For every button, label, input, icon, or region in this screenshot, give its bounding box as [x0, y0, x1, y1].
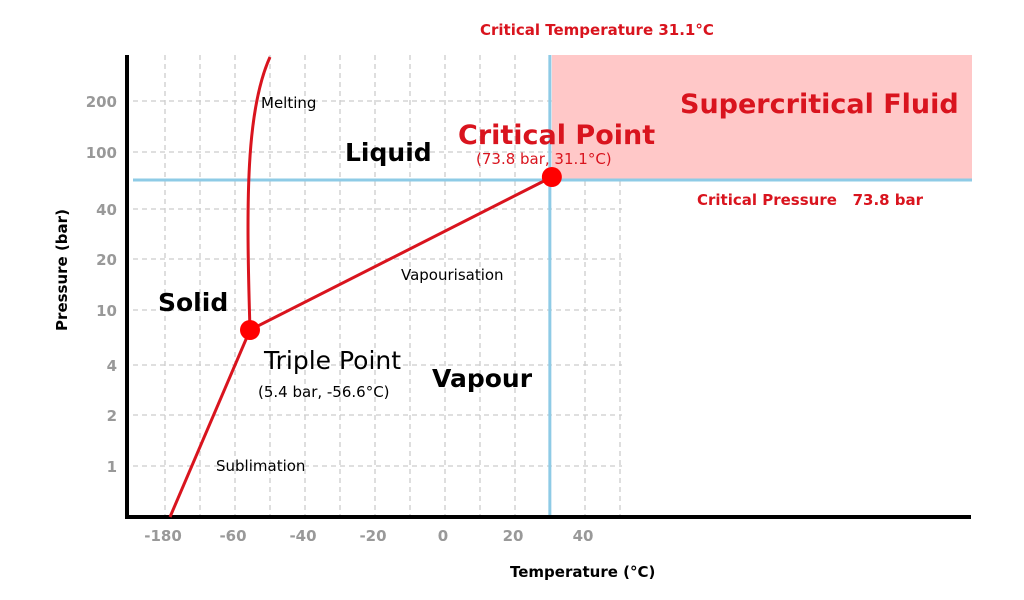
liquid-label: Liquid	[345, 138, 432, 167]
melting-curve	[246, 56, 272, 331]
sublimation-label: Sublimation	[216, 457, 305, 475]
melting-label: Melting	[261, 94, 316, 112]
x-tick-label: 20	[503, 527, 524, 545]
triple-point-marker	[240, 320, 260, 340]
grid	[133, 55, 622, 515]
triple-point-coords: (5.4 bar, -56.6°C)	[258, 383, 390, 401]
x-tick-label: 40	[573, 527, 594, 545]
x-tick-label: -20	[359, 527, 386, 545]
y-tick-label: 100	[86, 144, 117, 162]
y-axis-label: Pressure (bar)	[53, 209, 71, 331]
triple-point-label: Triple Point	[263, 346, 401, 375]
phase-curves	[168, 56, 562, 518]
critical-pressure-label: Critical Pressure 73.8 bar	[697, 191, 924, 209]
y-tick-label: 10	[96, 302, 117, 320]
supercritical-label: Supercritical Fluid	[680, 89, 959, 120]
x-tick-label: 0	[438, 527, 448, 545]
sublimation-curve	[168, 329, 252, 518]
y-tick-label: 20	[96, 251, 117, 269]
critical-temperature-label: Critical Temperature 31.1°C	[480, 21, 714, 39]
critical-point-coords: (73.8 bar, 31.1°C)	[476, 150, 612, 168]
y-tick-label: 1	[107, 458, 117, 476]
vapour-label: Vapour	[432, 364, 533, 393]
x-axis-label: Temperature (°C)	[510, 563, 655, 581]
x-tick-label: -60	[219, 527, 246, 545]
y-tick-label: 2	[107, 407, 117, 425]
vapourisation-curve	[249, 175, 553, 332]
critical-point-marker	[541, 167, 562, 187]
y-tick-label: 4	[107, 357, 117, 375]
critical-point-label: Critical Point	[458, 120, 655, 151]
y-tick-label: 40	[96, 201, 117, 219]
x-tick-labels: -180 -60 -40 -20 0 20 40	[144, 527, 593, 545]
solid-label: Solid	[158, 288, 228, 317]
vapourisation-label: Vapourisation	[401, 266, 504, 284]
supercritical-region	[551, 55, 972, 180]
x-tick-label: -40	[289, 527, 316, 545]
x-tick-label: -180	[144, 527, 182, 545]
y-tick-label: 200	[86, 93, 117, 111]
y-tick-labels: 1 2 4 10 20 40 100 200	[86, 93, 117, 476]
